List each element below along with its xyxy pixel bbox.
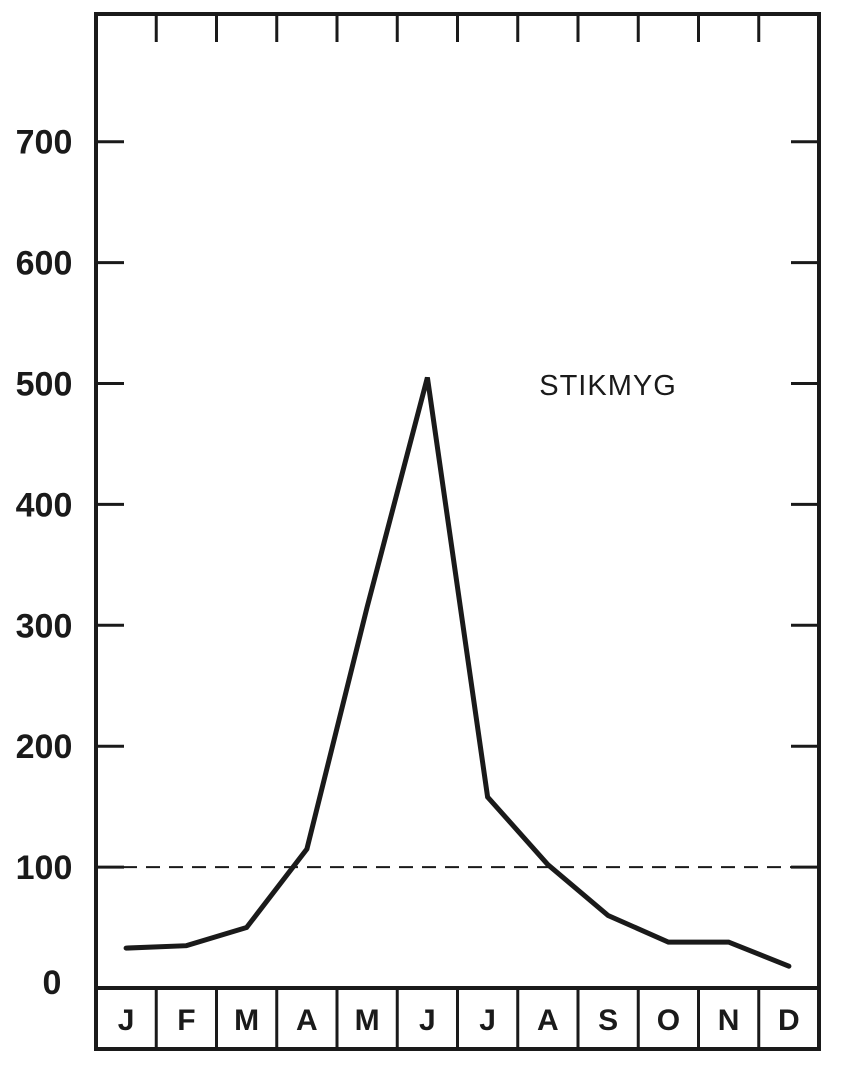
month-label: M: [234, 1004, 259, 1037]
series-label: STIKMYG: [539, 370, 677, 402]
top-ticks: [154, 14, 761, 42]
y-tick-label: 400: [16, 486, 73, 524]
series-line: [123, 376, 792, 969]
month-label: J: [419, 1004, 436, 1037]
month-label: F: [177, 1004, 195, 1037]
y-tick-label: 600: [16, 245, 73, 283]
month-label: A: [296, 1004, 318, 1037]
month-label: A: [537, 1004, 559, 1037]
month-label: J: [479, 1004, 496, 1037]
y-tick-label: 100: [16, 849, 73, 887]
plot-frame: [94, 12, 821, 1051]
month-label: O: [657, 1004, 680, 1037]
y-tick-label: 700: [16, 124, 73, 162]
y-ticks: 0 100 200 300 400 500 600 700: [16, 124, 819, 1002]
month-label: D: [778, 1004, 800, 1037]
month-label: J: [118, 1004, 135, 1037]
month-label: S: [598, 1004, 618, 1037]
y-tick-label: 300: [16, 607, 73, 645]
y-tick-label: 0: [43, 964, 62, 1002]
y-tick-label: 500: [16, 366, 73, 404]
month-label: M: [355, 1004, 380, 1037]
month-label: N: [718, 1004, 740, 1037]
y-tick-label: 200: [16, 728, 73, 766]
